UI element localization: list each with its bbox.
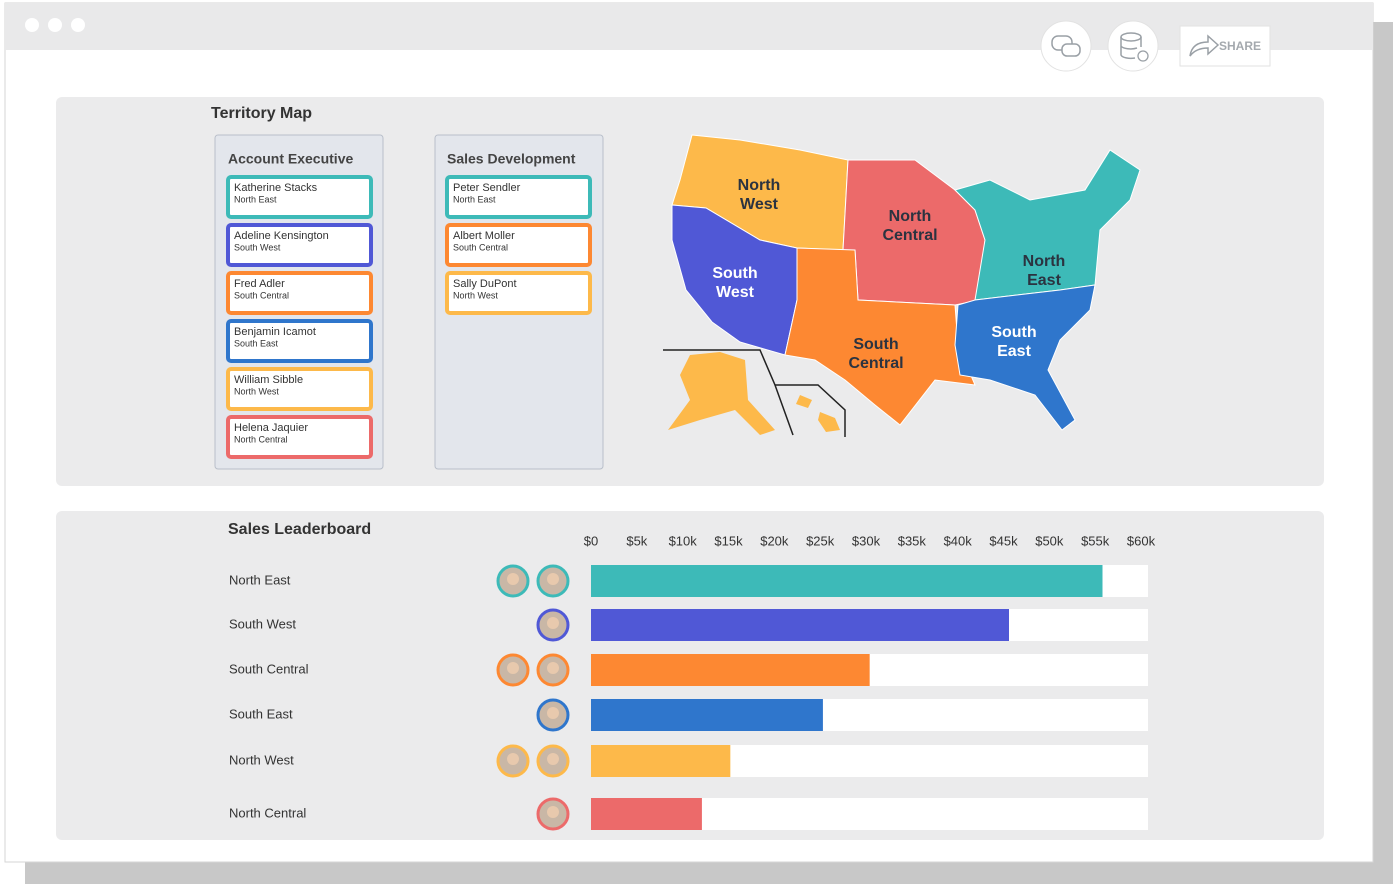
person-region: South West: [234, 242, 281, 252]
region-shape: [954, 149, 1141, 301]
x-tick-label: $45k: [989, 533, 1018, 548]
person-region: North Central: [234, 434, 288, 444]
person-name: Fred Adler: [234, 278, 285, 290]
region-label: North: [889, 208, 932, 225]
region-label: South: [712, 265, 757, 282]
avatar-face: [547, 707, 559, 719]
bar: [591, 565, 1103, 597]
region-label: Central: [848, 355, 903, 372]
category-label: North Central: [229, 805, 306, 820]
person-region: South Central: [453, 242, 508, 252]
category-label: North East: [229, 572, 291, 587]
title-bar: [5, 3, 1373, 50]
person-card: [226, 415, 373, 459]
database-button[interactable]: [1107, 20, 1159, 72]
hawaii-shape: [818, 412, 840, 432]
person-name: Helena Jaquier: [234, 422, 308, 434]
avatar-face: [547, 573, 559, 585]
region-label: Central: [882, 227, 937, 244]
inset-border: [663, 349, 794, 436]
person-card: [445, 175, 592, 219]
x-tick-label: $60k: [1127, 533, 1156, 548]
x-tick-label: $30k: [852, 533, 881, 548]
person-region: North West: [234, 386, 279, 396]
bar: [591, 798, 702, 830]
category-label: South West: [229, 616, 296, 631]
x-tick-label: $25k: [806, 533, 835, 548]
x-tick-label: $20k: [760, 533, 789, 548]
bar: [591, 609, 1009, 641]
avatar-face: [547, 753, 559, 765]
avatar-face: [547, 662, 559, 674]
region-label: North: [738, 177, 781, 194]
region-label: West: [740, 196, 779, 213]
x-tick-label: $15k: [714, 533, 743, 548]
region-label: East: [1027, 272, 1061, 289]
window-dot: [25, 18, 39, 32]
inset-border: [775, 384, 846, 437]
person-card: [445, 223, 592, 267]
share-button[interactable]: SHARE: [1179, 25, 1271, 67]
x-tick-label: $5k: [626, 533, 647, 548]
panel-title: Territory Map: [211, 105, 312, 122]
avatar-face: [507, 662, 519, 674]
avatar-face: [547, 806, 559, 818]
window-dot: [48, 18, 62, 32]
hawaii-shape: [796, 395, 812, 408]
x-tick-label: $0: [584, 533, 598, 548]
x-tick-label: $55k: [1081, 533, 1110, 548]
column-title: Account Executive: [228, 151, 353, 167]
chart-title: Sales Leaderboard: [228, 521, 371, 538]
person-region: North East: [453, 194, 496, 204]
person-card: [445, 271, 592, 315]
avatar-face: [507, 573, 519, 585]
category-label: South Central: [229, 661, 309, 676]
person-name: Katherine Stacks: [234, 182, 318, 194]
bar: [591, 699, 823, 731]
region-label: East: [997, 343, 1031, 360]
person-name: Sally DuPont: [453, 278, 517, 290]
category-label: North West: [229, 752, 294, 767]
person-name: Albert Moller: [453, 230, 515, 242]
person-name: Peter Sendler: [453, 182, 521, 194]
person-card: [226, 271, 373, 315]
share-label[interactable]: SHARE: [1219, 39, 1261, 53]
avatar-face: [507, 753, 519, 765]
region-label: South: [991, 324, 1036, 341]
comments-button[interactable]: [1040, 20, 1092, 72]
person-card: [226, 367, 373, 411]
region-label: South: [853, 336, 898, 353]
window-dot: [71, 18, 85, 32]
person-card: [226, 223, 373, 267]
bar: [591, 654, 870, 686]
column-title: Sales Development: [447, 151, 576, 167]
alaska-shape: [668, 352, 775, 435]
person-region: South Central: [234, 290, 289, 300]
category-label: South East: [229, 706, 293, 721]
person-card: [226, 175, 373, 219]
person-name: Benjamin Icamot: [234, 326, 316, 338]
region-shape: [784, 247, 976, 426]
person-card: [226, 319, 373, 363]
region-shape: [954, 284, 1096, 431]
person-name: Adeline Kensington: [234, 230, 329, 242]
person-name: William Sibble: [234, 374, 303, 386]
person-region: North West: [453, 290, 498, 300]
region-label: North: [1023, 253, 1066, 270]
x-tick-label: $35k: [898, 533, 927, 548]
avatar-face: [547, 617, 559, 629]
person-region: South East: [234, 338, 279, 348]
bar: [591, 745, 731, 777]
x-tick-label: $10k: [669, 533, 698, 548]
x-tick-label: $40k: [944, 533, 973, 548]
x-tick-label: $50k: [1035, 533, 1064, 548]
region-label: West: [716, 284, 755, 301]
person-region: North East: [234, 194, 277, 204]
